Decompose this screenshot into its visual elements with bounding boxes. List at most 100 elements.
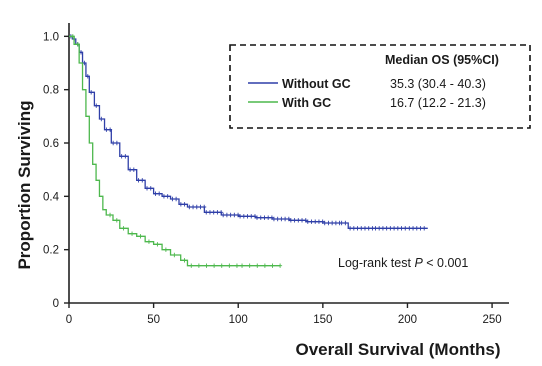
x-tick-label: 0: [66, 314, 72, 326]
logrank-p-symbol: P: [414, 256, 423, 270]
censor-mark: [191, 204, 196, 210]
censor-mark: [108, 212, 113, 218]
censor-mark: [155, 242, 160, 247]
censor-mark: [255, 215, 260, 220]
censor-mark: [204, 263, 209, 268]
censor-mark: [108, 127, 113, 132]
censor-mark: [247, 263, 252, 268]
censor-mark: [219, 263, 224, 268]
censor-mark: [418, 226, 423, 231]
censor-mark: [271, 216, 276, 222]
censor-mark: [373, 226, 378, 231]
y-tick-label: 0.4: [43, 191, 60, 203]
censor-mark: [170, 196, 175, 202]
censor-mark: [320, 219, 325, 224]
censor-mark: [119, 154, 124, 159]
logrank-annotation: Log-rank test P < 0.001: [338, 256, 468, 270]
censor-mark: [288, 218, 293, 223]
censor-mark: [163, 247, 168, 252]
y-axis-title: Proportion Surviving: [15, 100, 34, 269]
censor-mark: [359, 226, 364, 231]
censor-mark: [212, 263, 217, 268]
censor-mark: [411, 226, 416, 231]
censor-mark: [283, 216, 288, 222]
censor-mark: [351, 226, 356, 231]
y-tick-label: 0.6: [43, 138, 59, 150]
censor-mark: [399, 226, 404, 231]
censor-mark: [313, 219, 318, 224]
censor-mark: [305, 219, 310, 224]
censor-mark: [221, 212, 226, 218]
censor-mark: [194, 204, 199, 210]
censor-mark: [202, 204, 207, 210]
censor-mark: [245, 214, 250, 219]
censor-mark: [172, 252, 177, 258]
censor-mark: [249, 214, 254, 219]
censor-mark: [241, 214, 246, 219]
censor-mark: [355, 226, 360, 231]
censor-mark: [187, 204, 192, 210]
censor-mark: [377, 226, 382, 231]
censor-mark: [211, 210, 216, 215]
censor-mark: [145, 186, 150, 191]
censor-mark: [269, 215, 274, 220]
censor-mark: [234, 263, 239, 268]
censor-marks-without-gc: [68, 34, 427, 231]
censor-mark: [407, 226, 412, 231]
censor-mark: [240, 263, 245, 268]
x-tick-label: 250: [482, 314, 501, 326]
censor-mark: [309, 219, 314, 224]
censor-mark: [140, 178, 145, 183]
censor-mark: [215, 210, 220, 215]
y-tick-label: 0.2: [43, 245, 59, 257]
legend-median-with-gc: 16.7 (12.2 - 21.3): [390, 96, 486, 110]
censor-mark: [275, 216, 280, 222]
censor-mark: [104, 127, 109, 132]
censor-mark: [422, 226, 427, 231]
censor-mark: [165, 194, 170, 199]
censor-mark: [178, 202, 183, 207]
censor-mark: [255, 263, 260, 268]
censor-mark: [153, 191, 158, 196]
censor-mark: [157, 191, 162, 196]
censor-mark: [121, 226, 126, 231]
censor-mark: [114, 140, 119, 146]
logrank-text: Log-rank test: [338, 256, 414, 270]
censor-mark: [196, 263, 201, 268]
series-layer: [68, 34, 428, 268]
legend-label-with-gc: With GC: [282, 96, 331, 110]
censor-mark: [85, 74, 90, 79]
legend-label-without-gc: Without GC: [282, 77, 351, 91]
censor-mark: [403, 226, 408, 231]
censor-mark: [114, 218, 119, 223]
censor-mark: [266, 215, 271, 220]
censor-mark: [388, 226, 393, 231]
censor-mark: [278, 263, 283, 268]
legend-header: Median OS (95%CI): [385, 53, 499, 67]
censor-mark: [75, 42, 80, 47]
censor-mark: [131, 167, 136, 172]
legend-median-without-gc: 35.3 (30.4 - 40.3): [390, 77, 486, 91]
censor-mark: [136, 178, 141, 183]
censor-mark: [148, 186, 153, 191]
censor-mark: [339, 220, 344, 226]
censor-mark: [111, 140, 116, 146]
censor-mark: [330, 220, 335, 226]
censor-mark: [123, 154, 128, 159]
censor-mark: [384, 226, 389, 231]
censor-mark: [362, 226, 367, 231]
censor-mark: [279, 216, 284, 222]
x-tick-label: 100: [229, 314, 248, 326]
censor-mark: [252, 214, 257, 219]
censor-mark: [414, 226, 419, 231]
censor-mark: [316, 219, 321, 224]
y-tick-label: 1.0: [43, 31, 59, 43]
censor-mark: [238, 214, 243, 219]
censor-mark: [128, 167, 133, 172]
censor-mark: [395, 226, 400, 231]
x-tick-label: 50: [147, 314, 160, 326]
censor-mark: [300, 218, 305, 223]
x-axis-title: Overall Survival (Months): [296, 340, 501, 359]
